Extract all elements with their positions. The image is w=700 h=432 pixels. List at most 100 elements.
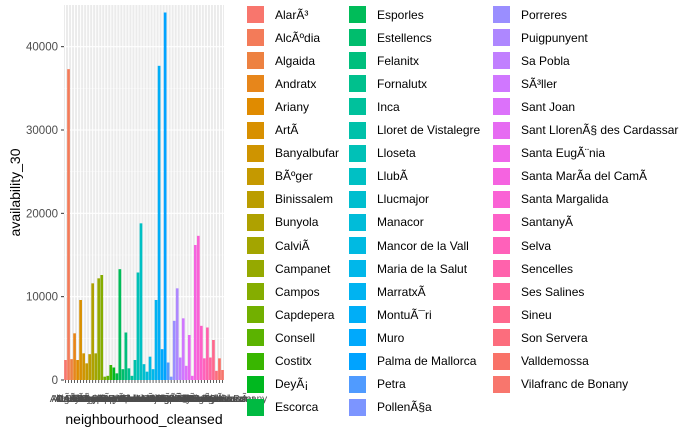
legend-label: Campanet bbox=[275, 261, 331, 276]
x-tick-label: BÃºger bbox=[71, 392, 103, 405]
bar bbox=[157, 65, 161, 380]
legend-label: Santa EugÃ¨nia bbox=[521, 146, 606, 161]
legend-key bbox=[493, 121, 510, 139]
x-tick-label: Santa EugÃ¨nia bbox=[157, 392, 227, 405]
legend-key bbox=[247, 167, 264, 185]
x-tick-label: AlcÃºdia bbox=[50, 392, 88, 405]
legend-label: Sant LlorenÃ§ des Cardassar bbox=[521, 123, 679, 137]
y-tick-label: 10000 bbox=[26, 292, 58, 304]
bar bbox=[85, 363, 88, 380]
legend-key bbox=[349, 167, 366, 185]
bar bbox=[209, 357, 212, 380]
legend-item: Lloseta bbox=[349, 142, 416, 165]
bar bbox=[67, 69, 70, 381]
x-tick-label: MontuÃ¯ri bbox=[136, 392, 182, 405]
legend-key bbox=[349, 98, 366, 116]
legend-item: Lloret de Vistalegre bbox=[349, 119, 480, 142]
x-tick-label: Andratx bbox=[57, 394, 91, 405]
legend-key bbox=[349, 190, 366, 208]
bar bbox=[184, 365, 188, 380]
bar bbox=[203, 358, 206, 380]
legend-key bbox=[247, 29, 264, 47]
legend-key bbox=[493, 75, 510, 93]
legend-key bbox=[493, 52, 510, 70]
x-tick-label: SÃ³ller bbox=[168, 392, 199, 405]
legend-label: Esporles bbox=[377, 7, 424, 22]
bar bbox=[100, 275, 104, 380]
y-tick-label: 30000 bbox=[26, 125, 58, 137]
legend-label: Consell bbox=[275, 330, 316, 345]
legend-label: Ariany bbox=[275, 99, 310, 114]
legend-label: Petra bbox=[377, 377, 406, 392]
legend-key bbox=[247, 121, 264, 139]
bar bbox=[103, 376, 107, 380]
bar bbox=[70, 359, 73, 380]
legend-key bbox=[349, 213, 366, 231]
x-tick-label: Manacor bbox=[128, 394, 168, 405]
bar bbox=[160, 349, 164, 380]
legend-label: Santa MarÃ­a del CamÃ­ bbox=[521, 169, 648, 184]
legend-label: Algaida bbox=[275, 53, 316, 68]
legend-key bbox=[349, 375, 366, 393]
legend-key bbox=[247, 352, 264, 370]
bar bbox=[151, 369, 155, 380]
x-tick-label: DeyÃ¡ bbox=[100, 392, 128, 405]
bar bbox=[76, 360, 79, 380]
x-tick-label: Campos bbox=[83, 394, 120, 405]
legend-key bbox=[247, 260, 264, 278]
legend-item: Santa Margalida bbox=[493, 188, 608, 211]
legend-label: Vilafranc de Bonany bbox=[521, 377, 629, 392]
bar bbox=[112, 367, 116, 380]
legend-item: Ariany bbox=[247, 95, 309, 118]
legend-item: Santa MarÃ­a del CamÃ­ bbox=[493, 165, 647, 188]
legend-item: Binissalem bbox=[247, 188, 333, 211]
x-tick-label: Campanet bbox=[76, 394, 122, 405]
bar bbox=[127, 368, 131, 380]
legend-label: Lloret de Vistalegre bbox=[377, 123, 481, 137]
legend-label: Ses Salines bbox=[521, 284, 585, 299]
x-tick-label: Petra bbox=[156, 394, 180, 405]
x-tick-label: Binissalem bbox=[65, 394, 113, 405]
bar bbox=[133, 360, 137, 380]
legend-label: Sineu bbox=[521, 307, 552, 322]
x-tick-label: Fornalutx bbox=[108, 394, 150, 405]
x-tick-label: Escorca bbox=[99, 394, 136, 405]
bar bbox=[148, 356, 152, 380]
bar bbox=[218, 358, 221, 380]
legend-item: Valldemossa bbox=[493, 350, 589, 373]
x-tick-label: Lloseta bbox=[122, 394, 155, 405]
x-tick-label: CalviÃ bbox=[81, 392, 110, 405]
legend-item: CalviÃ bbox=[247, 234, 310, 257]
bar bbox=[200, 325, 203, 380]
x-tick-label: Bunyola bbox=[75, 394, 112, 405]
legend-item: Llucmajor bbox=[349, 188, 429, 211]
legend-label: Banyalbufar bbox=[275, 146, 340, 161]
legend-item: Maria de la Salut bbox=[349, 257, 467, 280]
bar bbox=[221, 370, 224, 380]
bar bbox=[139, 223, 143, 380]
bar bbox=[142, 364, 146, 380]
legend-item: SantanyÃ­ bbox=[493, 211, 573, 234]
bar bbox=[196, 235, 200, 380]
x-tick-label: MarratxÃ­ bbox=[136, 392, 177, 405]
legend-item: Algaida bbox=[247, 49, 315, 72]
legend-item: BÃºger bbox=[247, 165, 313, 188]
bar bbox=[172, 320, 176, 380]
legend-item: Vilafranc de Bonany bbox=[493, 373, 628, 396]
bar bbox=[106, 375, 110, 380]
legend-item: Mancor de la Vall bbox=[349, 234, 469, 257]
x-tick-label: ArtÃ bbox=[71, 392, 91, 405]
y-axis-title: availability_30 bbox=[7, 148, 23, 236]
legend-label: MontuÃ¯ri bbox=[377, 307, 432, 322]
x-tick-label: Santa Margalida bbox=[162, 394, 235, 405]
legend-label: Campos bbox=[275, 284, 320, 299]
x-tick-label: Banyalbufar bbox=[57, 394, 111, 405]
legend-item: Puigpunyent bbox=[493, 26, 588, 49]
legend-label: Son Servera bbox=[521, 330, 588, 345]
legend-key bbox=[493, 190, 510, 208]
legend-item: Felanitx bbox=[349, 49, 419, 72]
bar bbox=[118, 269, 122, 380]
x-tick-label: Sineu bbox=[201, 394, 227, 405]
legend-item: DeyÃ¡ bbox=[247, 373, 308, 396]
